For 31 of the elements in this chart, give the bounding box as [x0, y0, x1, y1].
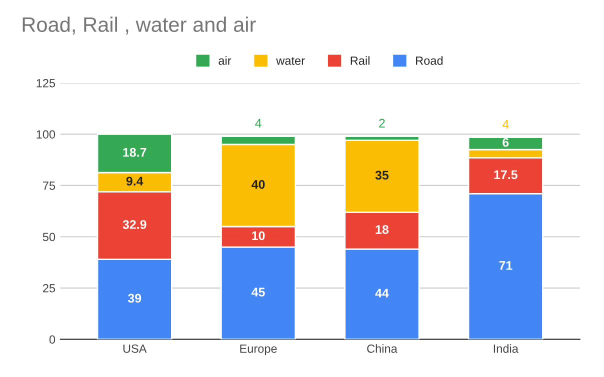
y-tick-label: 125 — [36, 78, 56, 88]
y-tick-label: 50 — [42, 232, 56, 242]
legend-label: water — [276, 57, 305, 65]
data-label: 6 — [502, 138, 509, 147]
data-label: 44 — [375, 288, 389, 298]
x-tick-label: USA — [123, 344, 147, 353]
data-label: 9.4 — [126, 176, 144, 186]
y-tick-label: 100 — [36, 130, 56, 139]
chart-title: Road, Rail , water and air — [22, 16, 256, 34]
legend-label: Rail — [350, 56, 370, 65]
data-label: 4 — [502, 120, 509, 129]
data-label: 17.5 — [494, 170, 518, 180]
x-tick-label: India — [494, 344, 518, 353]
data-label: 18.7 — [123, 148, 146, 157]
data-label: 35 — [375, 170, 389, 180]
data-label: 39 — [128, 294, 142, 303]
data-label: 18 — [376, 225, 389, 234]
y-tick-label: 25 — [43, 284, 56, 292]
data-label: 71 — [499, 261, 512, 270]
data-label: 10 — [252, 231, 265, 240]
legend-label: Road — [416, 56, 443, 65]
data-label: 45 — [252, 288, 265, 297]
y-tick-label: 75 — [43, 182, 56, 190]
data-label: 2 — [379, 118, 385, 128]
x-tick-label: Europe — [240, 344, 277, 356]
x-tick-label: China — [367, 344, 398, 353]
data-label: 4 — [255, 118, 262, 128]
legend-label: air — [218, 56, 232, 65]
data-label: 32.9 — [122, 220, 146, 229]
data-label: 40 — [252, 180, 265, 189]
y-tick-label: 0 — [49, 335, 56, 344]
